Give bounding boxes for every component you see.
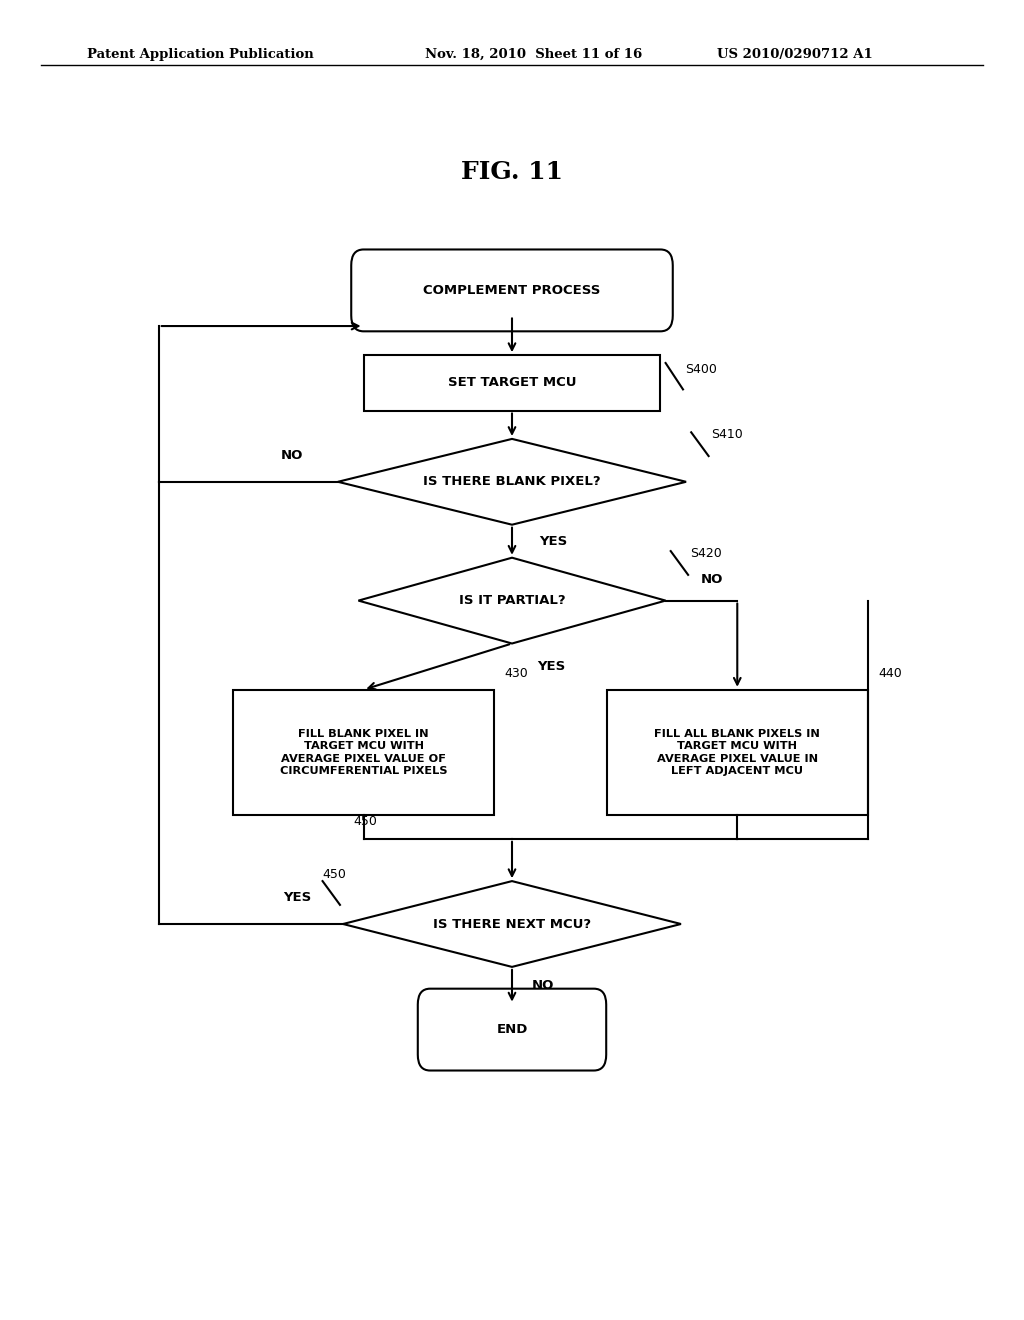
Text: 430: 430 xyxy=(504,668,528,680)
Polygon shape xyxy=(358,557,666,643)
Text: COMPLEMENT PROCESS: COMPLEMENT PROCESS xyxy=(423,284,601,297)
Text: FIG. 11: FIG. 11 xyxy=(461,160,563,183)
Text: US 2010/0290712 A1: US 2010/0290712 A1 xyxy=(717,48,872,61)
Text: 450: 450 xyxy=(323,869,346,880)
Text: IS IT PARTIAL?: IS IT PARTIAL? xyxy=(459,594,565,607)
Text: 450: 450 xyxy=(353,816,377,828)
Text: Patent Application Publication: Patent Application Publication xyxy=(87,48,313,61)
Text: S420: S420 xyxy=(690,548,722,560)
FancyBboxPatch shape xyxy=(418,989,606,1071)
FancyBboxPatch shape xyxy=(364,355,660,411)
Text: S410: S410 xyxy=(711,429,742,441)
Polygon shape xyxy=(343,882,681,966)
Text: FILL BLANK PIXEL IN
TARGET MCU WITH
AVERAGE PIXEL VALUE OF
CIRCUMFERENTIAL PIXEL: FILL BLANK PIXEL IN TARGET MCU WITH AVER… xyxy=(280,729,447,776)
FancyBboxPatch shape xyxy=(232,689,494,814)
Text: NO: NO xyxy=(700,573,723,586)
Text: FILL ALL BLANK PIXELS IN
TARGET MCU WITH
AVERAGE PIXEL VALUE IN
LEFT ADJACENT MC: FILL ALL BLANK PIXELS IN TARGET MCU WITH… xyxy=(654,729,820,776)
Text: Nov. 18, 2010  Sheet 11 of 16: Nov. 18, 2010 Sheet 11 of 16 xyxy=(425,48,642,61)
Text: NO: NO xyxy=(281,449,303,462)
Text: IS THERE NEXT MCU?: IS THERE NEXT MCU? xyxy=(433,917,591,931)
Text: YES: YES xyxy=(537,660,565,673)
Text: SET TARGET MCU: SET TARGET MCU xyxy=(447,376,577,389)
FancyBboxPatch shape xyxy=(606,689,868,814)
Text: YES: YES xyxy=(283,891,311,904)
Text: S400: S400 xyxy=(685,363,717,376)
Text: IS THERE BLANK PIXEL?: IS THERE BLANK PIXEL? xyxy=(423,475,601,488)
Text: 440: 440 xyxy=(878,668,902,680)
Text: END: END xyxy=(497,1023,527,1036)
Text: YES: YES xyxy=(539,535,567,548)
FancyBboxPatch shape xyxy=(351,249,673,331)
Polygon shape xyxy=(338,438,686,524)
Text: NO: NO xyxy=(531,979,554,993)
